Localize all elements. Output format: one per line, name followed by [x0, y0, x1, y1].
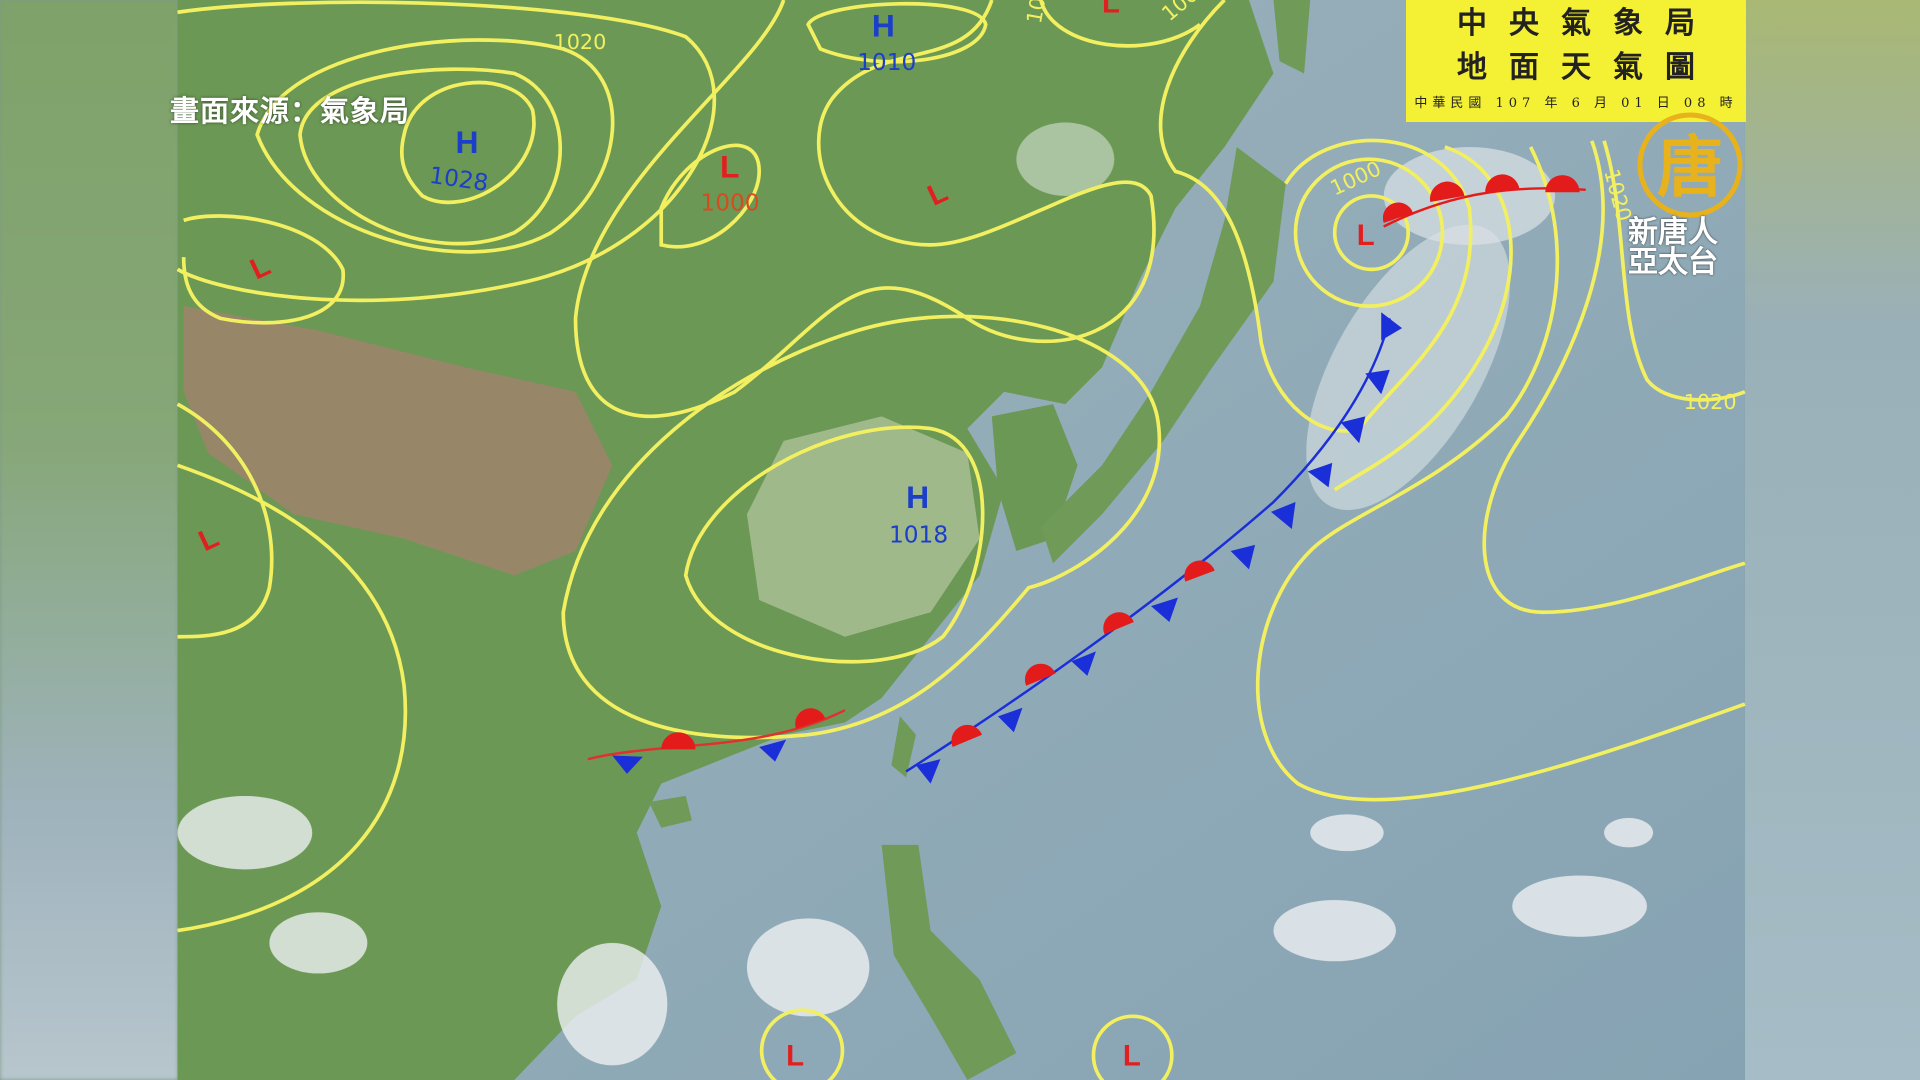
- isobar: [659, 143, 762, 249]
- agency-title: 中央氣象局: [1457, 6, 1717, 41]
- isobar: [1158, 0, 1360, 433]
- isobar: [176, 463, 408, 933]
- low-pressure-marker: L: [720, 149, 739, 185]
- japan: [1040, 146, 1286, 564]
- isobar: [759, 1008, 845, 1080]
- isobar: [1293, 157, 1445, 308]
- isobar: [573, 0, 1156, 419]
- pressure-value: 1000: [700, 190, 759, 217]
- taiwan: [891, 716, 916, 778]
- high-pressure-marker: H: [872, 8, 895, 44]
- high-pressure-marker: H: [456, 124, 479, 160]
- channel-logo-text: 新唐人 亞太台: [1628, 218, 1718, 278]
- isobar: [683, 425, 985, 664]
- isobar-label: 1020: [1684, 390, 1737, 414]
- isobar-label: 1020: [553, 30, 606, 54]
- high-pressure-marker: H: [906, 479, 929, 515]
- asia-land: [177, 0, 1274, 1080]
- isobar: [298, 67, 563, 246]
- image-source-caption: 畫面來源：氣象局: [170, 94, 411, 128]
- isobar: [255, 38, 615, 254]
- tibet-plateau: [183, 306, 613, 576]
- logo-line2: 亞太台: [1628, 245, 1718, 280]
- low-marker: L: [786, 1039, 804, 1072]
- isobar: [176, 402, 274, 639]
- video-letterbox-right: [1745, 0, 1920, 1080]
- north-china-plain: [746, 416, 980, 637]
- isobar: [1255, 146, 1746, 802]
- isobar: [399, 80, 536, 205]
- isobar: [1091, 1014, 1174, 1080]
- pressure-value: 1010: [857, 49, 916, 76]
- stationary-front-south-china: [587, 709, 846, 761]
- logo-emblem-char: 唐: [1657, 128, 1723, 206]
- map-title: 地面天氣圖: [1457, 50, 1717, 85]
- philippines: [881, 844, 1017, 1080]
- isobar: [1482, 140, 1746, 615]
- cold-front-triangles: [612, 312, 1403, 784]
- cold-front-main: [905, 318, 1391, 773]
- isobar: [806, 1, 988, 64]
- pressure-value: 1018: [889, 521, 948, 548]
- isobar: [1332, 194, 1411, 272]
- isobars: [176, 0, 1746, 1080]
- isobar: [1284, 138, 1473, 430]
- fronts: [587, 174, 1586, 784]
- hainan: [648, 795, 692, 828]
- map-date: 中華民國 107 年 6 月 01 日 08 時: [1414, 96, 1738, 111]
- isobar: [176, 0, 716, 303]
- low-pressure-marker: L: [1357, 219, 1375, 252]
- sakhalin: [1273, 0, 1311, 74]
- low-marker: L: [1123, 1039, 1141, 1072]
- video-letterbox-left: [0, 0, 178, 1080]
- isobar: [1602, 140, 1746, 402]
- isobar: [181, 214, 345, 325]
- map-title-box: 中央氣象局 地面天氣圖 中華民國 107 年 6 月 01 日 08 時: [1406, 0, 1746, 122]
- channel-logo-emblem: 唐: [1637, 112, 1743, 218]
- isobar: [1039, 0, 1202, 48]
- logo-line1: 新唐人: [1628, 215, 1718, 250]
- low-marker: L: [1102, 0, 1120, 19]
- warm-front-semicircles: [661, 174, 1580, 750]
